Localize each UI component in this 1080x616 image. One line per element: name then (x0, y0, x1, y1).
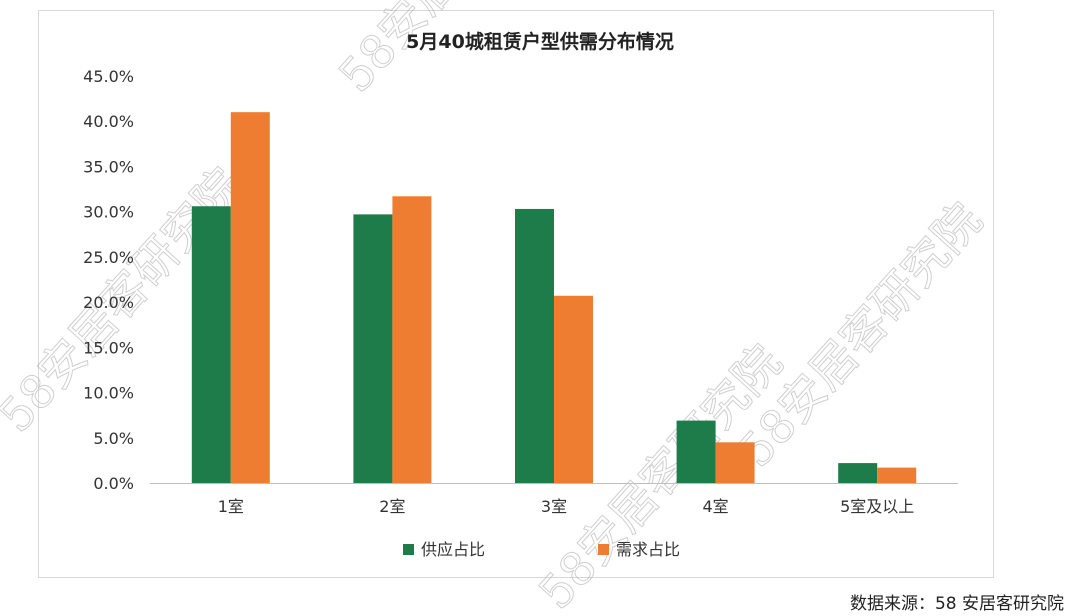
y-tick-label: 0.0% (93, 474, 134, 493)
x-category-label: 2室 (379, 497, 405, 516)
y-tick-label: 45.0% (83, 67, 134, 86)
legend-swatch (403, 544, 414, 555)
source-note: 数据来源：58 安居客研究院 (849, 594, 1064, 614)
bar-supply (838, 463, 878, 483)
y-tick-label: 10.0% (83, 384, 134, 403)
bars (191, 112, 917, 484)
y-tick-label: 20.0% (83, 293, 134, 312)
x-category-label: 4室 (703, 497, 729, 516)
y-tick-label: 25.0% (83, 248, 134, 267)
watermark-layer: 58安居客研究院58安居客研究院58安居客研究院58安居客研究院 (0, 0, 993, 616)
bar-supply (515, 208, 554, 483)
y-tick-label: 40.0% (83, 112, 134, 131)
bar-supply (191, 206, 231, 484)
x-axis: 1室 2室 3室 4室 5室及以上 (150, 483, 958, 516)
chart-title: 5月40城租赁户型供需分布情况 (406, 30, 674, 53)
y-tick-label: 15.0% (83, 338, 134, 357)
bar-supply (353, 214, 393, 483)
bar-demand (715, 442, 755, 483)
bar-supply (676, 420, 716, 483)
x-category-label: 1室 (218, 497, 244, 516)
y-axis: 0.0% 5.0% 10.0% 15.0% 20.0% 25.0% 30.0% 35.0% 40… (83, 67, 134, 493)
legend: 供应占比 需求占比 (403, 540, 680, 559)
y-tick-label: 35.0% (83, 157, 134, 176)
watermark-text: 58安居客研究院 (728, 193, 992, 478)
bar-demand (230, 112, 270, 483)
legend-label: 供应占比 (421, 540, 485, 559)
legend-swatch (598, 544, 609, 555)
y-tick-label: 5.0% (93, 429, 134, 448)
x-category-label: 5室及以上 (840, 497, 914, 516)
bar-demand (554, 295, 593, 483)
bar-demand (392, 196, 432, 483)
bar-demand (877, 467, 917, 483)
x-category-label: 3室 (541, 497, 567, 516)
legend-label: 需求占比 (616, 540, 680, 559)
y-tick-label: 30.0% (83, 203, 134, 222)
